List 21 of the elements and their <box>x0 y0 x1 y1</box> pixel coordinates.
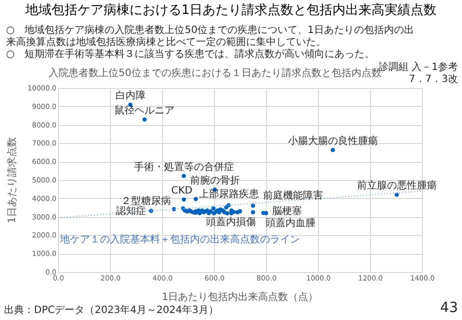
annotation: 上部尿路疾患 <box>198 188 259 200</box>
annotation: 頭蓋内損傷 <box>206 216 256 228</box>
source-note: 出典：DPCデータ（2023年4月～2024年3月） <box>4 304 218 316</box>
annotation: 白内障 <box>115 90 146 102</box>
annotation: 認知症 <box>116 204 146 217</box>
annotation: CKD <box>171 186 193 197</box>
annotation: 頭蓋内血腫 <box>265 216 316 229</box>
annotation: 手術・処置等の合併症 <box>134 160 234 173</box>
series-label: 地ケア１の入院基本料＋包括内の出来高点数のライン <box>59 234 300 246</box>
annotation: 小腸大腸の良性腫瘍 <box>288 135 378 148</box>
text: 43 <box>440 300 458 316</box>
text: ○ 短期滞在手術等基本料３に該当する疾患では、請求点数が高い傾向にあった。 <box>6 48 375 60</box>
x-axis-title: 1日あたり包括内出来高点数（点） <box>162 291 318 303</box>
annotation: 前腕の骨折 <box>190 174 240 187</box>
annotation: 前庭機能障害 <box>263 190 323 202</box>
annotation: 脳梗塞 <box>272 205 302 218</box>
annotation: 鼠径ヘルニア <box>114 104 175 116</box>
text: ○ 地域包括ケア病棟の入院患者数上位50位までの疾患について、1日あたりの包括内の出来高換算点数は地域包括医療病棟と比べて一定の範囲に集中していた。 <box>6 24 414 48</box>
chart-title: 地域包括ケア病棟における1日あたり請求点数と包括内出来高実績点数 <box>24 2 437 18</box>
annotation: 前立腺の悪性腫瘍 <box>356 180 437 192</box>
y-axis-title: 1日あたり請求点数 <box>6 136 18 224</box>
